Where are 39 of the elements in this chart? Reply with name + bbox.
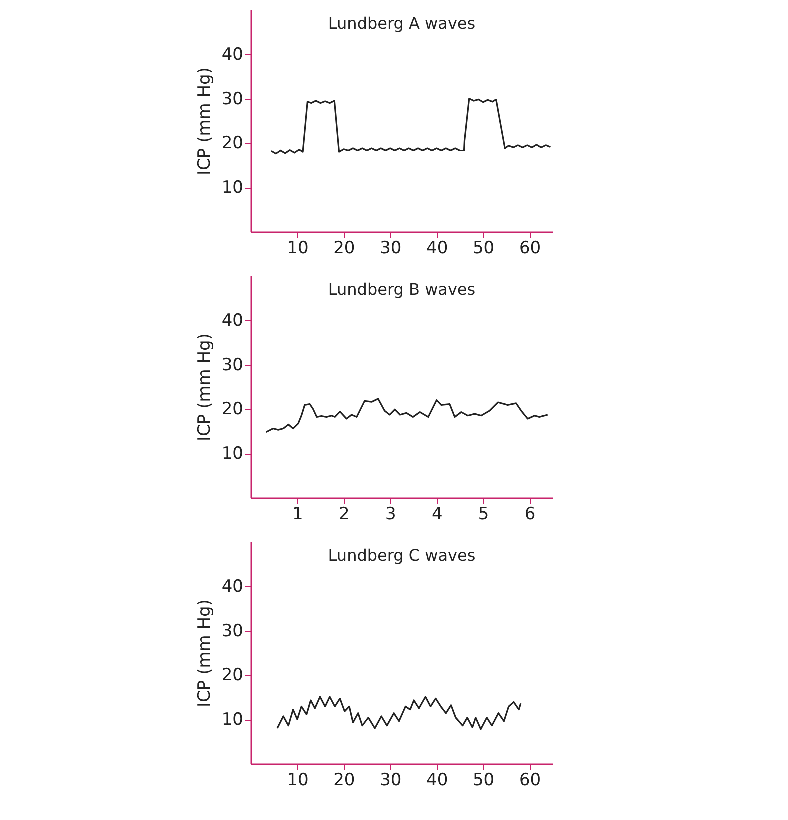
x-tick-label: 4	[432, 504, 443, 524]
y-tick-label: 40	[222, 44, 244, 65]
line-series	[266, 398, 549, 434]
x-tick-label: 60	[519, 770, 542, 790]
y-tick-label: 40	[222, 576, 244, 597]
x-tick-label: 1	[292, 504, 304, 524]
x-tick-label: 2	[339, 504, 350, 524]
chart-title: Lundberg B waves	[328, 280, 476, 299]
x-tick-label: 40	[426, 770, 448, 790]
line-series	[276, 696, 522, 730]
y-tick-label: 20	[222, 134, 244, 154]
x-tick-label: 30	[380, 238, 402, 258]
x-tick-label: 50	[472, 770, 495, 790]
y-tick-label: 30	[222, 89, 244, 110]
y-tick-label: 10	[222, 178, 244, 198]
y-tick-label: 30	[222, 621, 244, 642]
x-tick-label: 6	[524, 504, 536, 524]
line-series	[270, 98, 552, 155]
x-tick-label: 30	[380, 770, 402, 790]
y-axis-title: ICP (mm Hg)	[194, 334, 215, 442]
y-tick-label: 20	[222, 400, 244, 420]
chart-title: Lundberg A waves	[328, 14, 476, 33]
y-tick-label: 40	[222, 310, 244, 331]
x-tick-label: 40	[426, 238, 448, 258]
x-tick-label: 60	[519, 238, 542, 258]
x-tick-label: 20	[334, 770, 356, 790]
x-tick-label: 20	[334, 238, 356, 258]
y-tick-label: 20	[222, 666, 244, 686]
y-axis-title: ICP (mm Hg)	[194, 68, 215, 176]
y-axis-title: ICP (mm Hg)	[194, 600, 215, 708]
x-tick-label: 10	[287, 238, 309, 258]
x-tick-label: 50	[472, 238, 495, 258]
chart-title: Lundberg C waves	[328, 546, 476, 565]
y-tick-label: 10	[222, 710, 244, 730]
x-tick-label: 3	[385, 504, 396, 524]
y-tick-label: 30	[222, 355, 244, 376]
x-tick-label: 10	[287, 770, 309, 790]
x-tick-label: 5	[478, 504, 490, 524]
y-tick-label: 10	[222, 444, 244, 464]
